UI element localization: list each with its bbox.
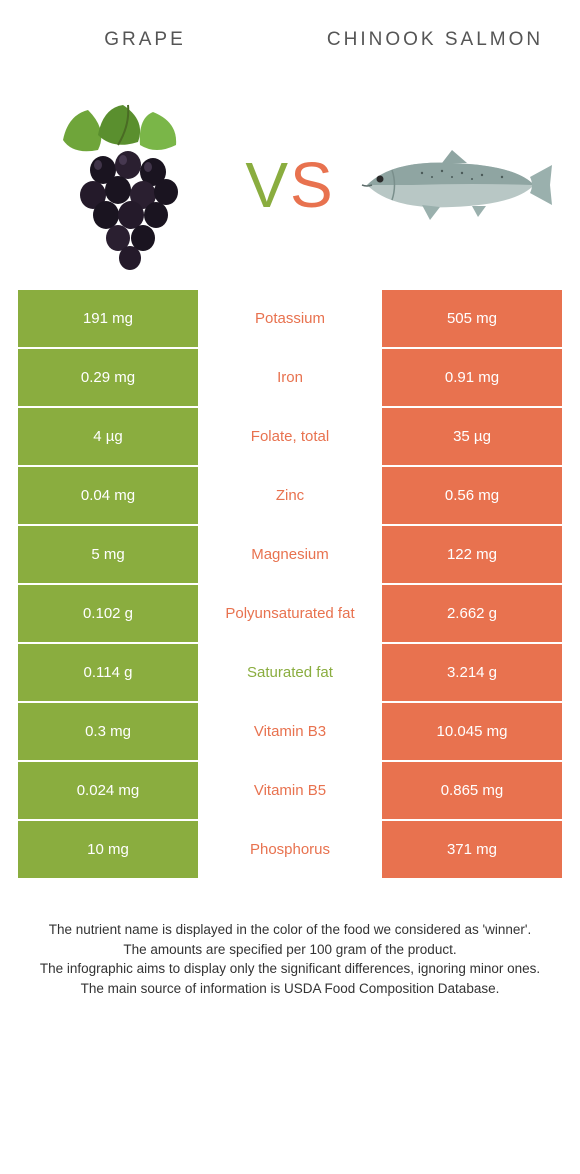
value-left: 5 mg bbox=[18, 526, 198, 583]
footer-line-4: The main source of information is USDA F… bbox=[28, 979, 552, 999]
value-right: 3.214 g bbox=[382, 644, 562, 701]
comparison-table: 191 mgPotassium505 mg0.29 mgIron0.91 mg4… bbox=[0, 290, 580, 878]
value-left: 191 mg bbox=[18, 290, 198, 347]
value-left: 0.04 mg bbox=[18, 467, 198, 524]
nutrient-label: Magnesium bbox=[198, 526, 382, 583]
header-left: GRAPE bbox=[0, 29, 290, 51]
nutrient-label: Iron bbox=[198, 349, 382, 406]
value-left: 0.3 mg bbox=[18, 703, 198, 760]
vs-s: S bbox=[290, 149, 335, 221]
value-right: 35 µg bbox=[382, 408, 562, 465]
images-row: VS bbox=[0, 80, 580, 290]
nutrient-label: Vitamin B5 bbox=[198, 762, 382, 819]
value-right: 0.91 mg bbox=[382, 349, 562, 406]
nutrient-label: Phosphorus bbox=[198, 821, 382, 878]
value-right: 0.56 mg bbox=[382, 467, 562, 524]
value-left: 0.29 mg bbox=[18, 349, 198, 406]
value-left: 4 µg bbox=[18, 408, 198, 465]
table-row: 0.04 mgZinc0.56 mg bbox=[18, 467, 562, 524]
table-row: 4 µgFolate, total35 µg bbox=[18, 408, 562, 465]
table-row: 0.3 mgVitamin B310.045 mg bbox=[18, 703, 562, 760]
table-row: 0.29 mgIron0.91 mg bbox=[18, 349, 562, 406]
nutrient-label: Folate, total bbox=[198, 408, 382, 465]
grape-icon bbox=[48, 100, 208, 270]
salmon-icon bbox=[352, 135, 552, 235]
value-right: 2.662 g bbox=[382, 585, 562, 642]
footer-line-1: The nutrient name is displayed in the co… bbox=[28, 920, 552, 940]
header-right: CHINOOK SALMON bbox=[290, 29, 580, 51]
grape-image bbox=[20, 100, 235, 270]
value-right: 0.865 mg bbox=[382, 762, 562, 819]
table-row: 5 mgMagnesium122 mg bbox=[18, 526, 562, 583]
table-row: 191 mgPotassium505 mg bbox=[18, 290, 562, 347]
nutrient-label: Vitamin B3 bbox=[198, 703, 382, 760]
header-row: GRAPE CHINOOK SALMON bbox=[0, 0, 580, 80]
value-right: 371 mg bbox=[382, 821, 562, 878]
footer-notes: The nutrient name is displayed in the co… bbox=[0, 880, 580, 998]
value-right: 505 mg bbox=[382, 290, 562, 347]
vs-label: VS bbox=[235, 148, 344, 222]
nutrient-label: Saturated fat bbox=[198, 644, 382, 701]
footer-line-3: The infographic aims to display only the… bbox=[28, 959, 552, 979]
value-left: 0.114 g bbox=[18, 644, 198, 701]
value-left: 0.024 mg bbox=[18, 762, 198, 819]
footer-line-2: The amounts are specified per 100 gram o… bbox=[28, 940, 552, 960]
table-row: 10 mgPhosphorus371 mg bbox=[18, 821, 562, 878]
nutrient-label: Zinc bbox=[198, 467, 382, 524]
vs-v: V bbox=[245, 149, 290, 221]
value-left: 10 mg bbox=[18, 821, 198, 878]
salmon-image bbox=[345, 135, 560, 235]
value-left: 0.102 g bbox=[18, 585, 198, 642]
nutrient-label: Potassium bbox=[198, 290, 382, 347]
nutrient-label: Polyunsaturated fat bbox=[198, 585, 382, 642]
table-row: 0.102 gPolyunsaturated fat2.662 g bbox=[18, 585, 562, 642]
value-right: 10.045 mg bbox=[382, 703, 562, 760]
value-right: 122 mg bbox=[382, 526, 562, 583]
table-row: 0.024 mgVitamin B50.865 mg bbox=[18, 762, 562, 819]
table-row: 0.114 gSaturated fat3.214 g bbox=[18, 644, 562, 701]
